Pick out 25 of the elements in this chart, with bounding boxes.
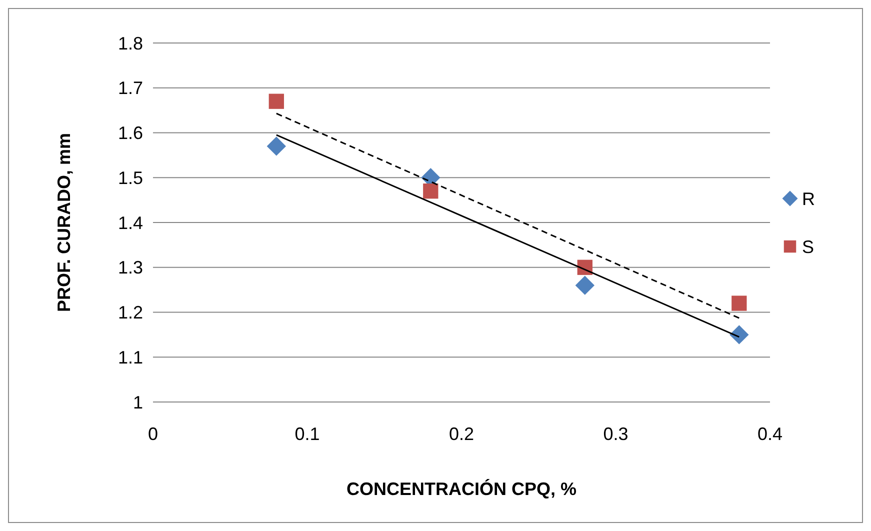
legend-label: S <box>802 236 814 257</box>
y-tick-label: 1.3 <box>118 258 143 278</box>
point <box>423 184 438 199</box>
y-axis-title: PROF. CURADO, mm <box>54 132 74 312</box>
x-tick-label: 0.1 <box>294 424 320 444</box>
point <box>268 94 284 109</box>
x-axis-title: CONCENTRACIÓN CPQ, % <box>346 479 577 499</box>
point <box>266 136 286 156</box>
legend-label: R <box>802 188 815 209</box>
x-tick-label: 0.2 <box>448 424 474 444</box>
y-tick-label: 1 <box>132 392 143 412</box>
y-tick-label: 1.8 <box>118 33 143 54</box>
y-tick-label: 1.6 <box>118 123 143 144</box>
y-tick-label: 1.4 <box>118 212 143 233</box>
point <box>730 325 749 344</box>
x-tick-label: 0.4 <box>757 424 783 444</box>
point <box>732 296 747 311</box>
point <box>575 276 594 295</box>
y-tick-label: 1.7 <box>118 78 143 98</box>
x-tick-label: 0 <box>148 424 158 444</box>
y-tick-label: 1.5 <box>118 168 143 188</box>
line-series <box>276 112 740 319</box>
y-tick-label: 1.1 <box>118 347 143 368</box>
x-tick-label: 0.3 <box>603 424 628 444</box>
y-tick-label: 1.2 <box>118 302 143 323</box>
